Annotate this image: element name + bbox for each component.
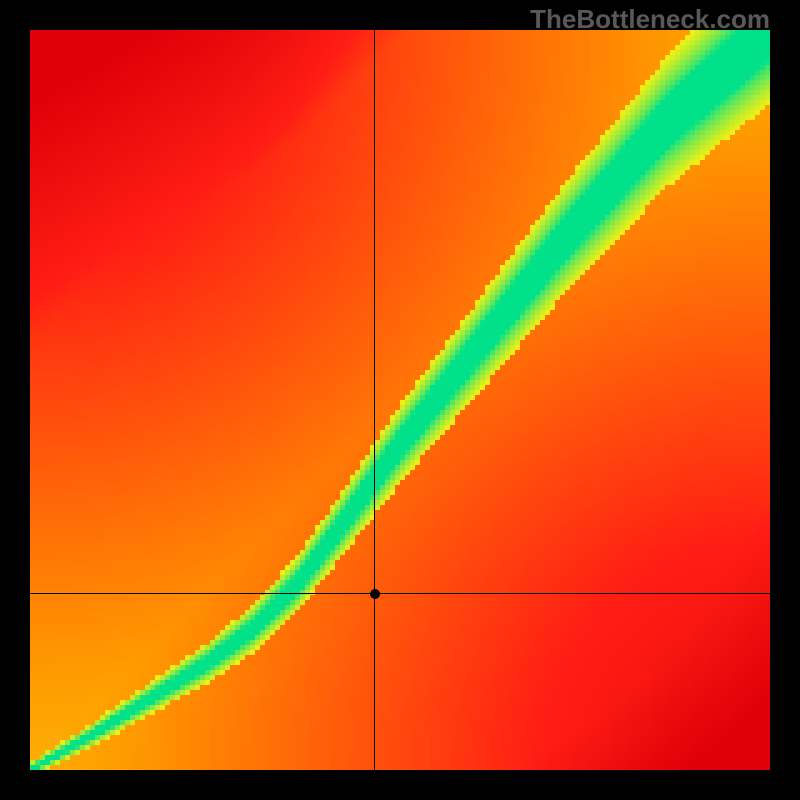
crosshair-dot: [370, 589, 380, 599]
watermark-text: TheBottleneck.com: [530, 4, 770, 35]
bottleneck-heatmap: [30, 30, 770, 770]
crosshair-horizontal: [30, 593, 770, 594]
crosshair-vertical: [374, 30, 375, 770]
